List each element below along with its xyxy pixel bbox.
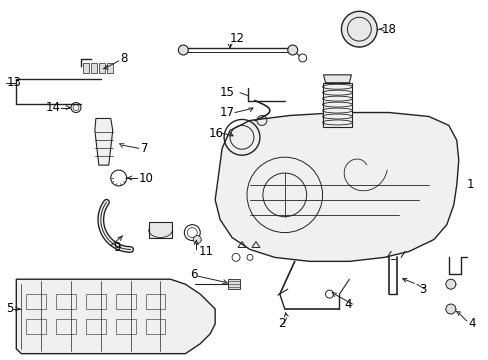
- Polygon shape: [322, 83, 352, 127]
- Text: 8: 8: [121, 53, 128, 66]
- Circle shape: [445, 279, 455, 289]
- Text: 10: 10: [138, 171, 153, 185]
- Polygon shape: [227, 279, 240, 289]
- Text: 5: 5: [6, 302, 14, 315]
- Circle shape: [445, 304, 455, 314]
- Circle shape: [193, 235, 201, 243]
- Text: 12: 12: [230, 32, 244, 45]
- Text: 15: 15: [220, 86, 235, 99]
- Text: 2: 2: [277, 318, 285, 330]
- Polygon shape: [148, 222, 172, 238]
- Circle shape: [287, 45, 297, 55]
- Text: 14: 14: [46, 101, 61, 114]
- Text: 4: 4: [468, 318, 475, 330]
- Polygon shape: [16, 279, 215, 354]
- Text: 4: 4: [344, 297, 351, 311]
- Text: 9: 9: [113, 241, 120, 254]
- Polygon shape: [215, 113, 458, 261]
- Text: 18: 18: [381, 23, 395, 36]
- Text: 1: 1: [466, 179, 473, 192]
- Circle shape: [178, 45, 188, 55]
- Polygon shape: [83, 63, 89, 73]
- Polygon shape: [323, 75, 351, 83]
- Text: 16: 16: [208, 127, 223, 140]
- Polygon shape: [95, 118, 113, 165]
- Polygon shape: [91, 63, 97, 73]
- Text: 7: 7: [141, 142, 148, 155]
- Circle shape: [341, 11, 376, 47]
- Text: 6: 6: [190, 268, 198, 281]
- Text: 17: 17: [220, 106, 235, 119]
- Polygon shape: [99, 63, 104, 73]
- Text: 3: 3: [418, 283, 426, 296]
- Text: 11: 11: [198, 245, 213, 258]
- Polygon shape: [106, 63, 113, 73]
- Text: 13: 13: [6, 76, 21, 89]
